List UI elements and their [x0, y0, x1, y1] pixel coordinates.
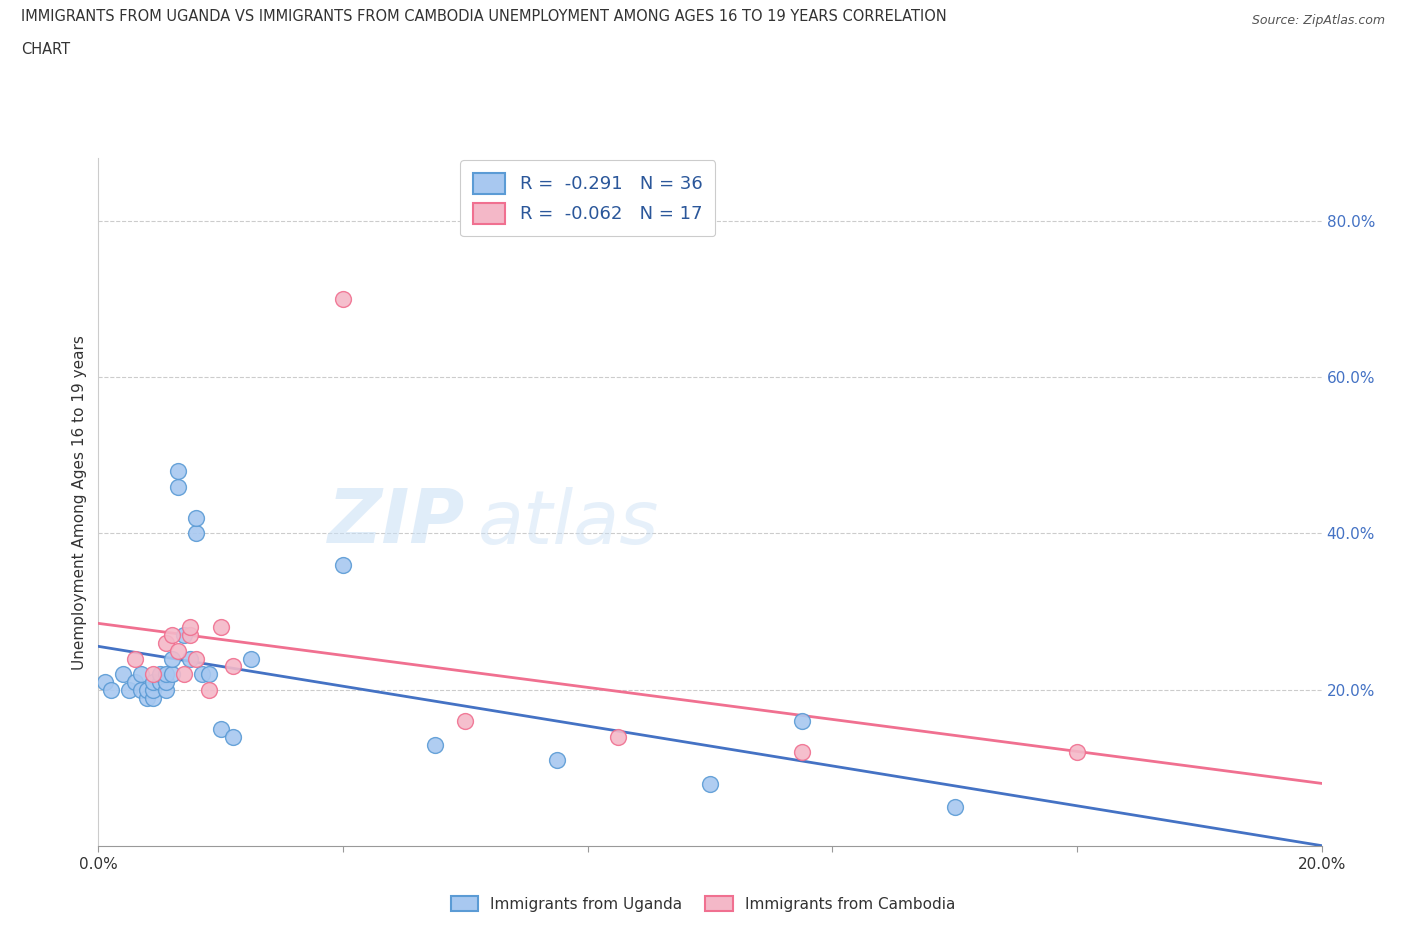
- Point: [124, 674, 146, 689]
- Point: [118, 683, 141, 698]
- Point: [173, 628, 195, 643]
- Point: [222, 659, 245, 674]
- Point: [167, 463, 190, 478]
- Point: [186, 526, 208, 541]
- Point: [186, 511, 208, 525]
- Point: [179, 651, 201, 666]
- Point: [332, 291, 354, 306]
- Text: CHART: CHART: [21, 42, 70, 57]
- Point: [790, 745, 813, 760]
- Point: [943, 800, 966, 815]
- Point: [167, 479, 190, 494]
- Legend: Immigrants from Uganda, Immigrants from Cambodia: Immigrants from Uganda, Immigrants from …: [444, 889, 962, 918]
- Point: [149, 667, 172, 682]
- Point: [186, 651, 208, 666]
- Point: [167, 644, 190, 658]
- Point: [546, 753, 568, 768]
- Point: [423, 737, 446, 752]
- Point: [124, 651, 146, 666]
- Point: [129, 683, 152, 698]
- Text: Source: ZipAtlas.com: Source: ZipAtlas.com: [1251, 14, 1385, 27]
- Point: [155, 683, 177, 698]
- Point: [136, 690, 159, 705]
- Point: [93, 674, 115, 689]
- Point: [191, 667, 214, 682]
- Point: [699, 777, 721, 791]
- Point: [197, 667, 219, 682]
- Point: [332, 557, 354, 572]
- Point: [100, 683, 122, 698]
- Point: [142, 683, 165, 698]
- Point: [179, 628, 201, 643]
- Point: [222, 729, 245, 744]
- Y-axis label: Unemployment Among Ages 16 to 19 years: Unemployment Among Ages 16 to 19 years: [72, 335, 87, 670]
- Point: [240, 651, 263, 666]
- Point: [155, 667, 177, 682]
- Point: [155, 674, 177, 689]
- Point: [155, 635, 177, 650]
- Point: [607, 729, 630, 744]
- Point: [142, 667, 165, 682]
- Point: [160, 651, 183, 666]
- Point: [173, 667, 195, 682]
- Legend: R =  -0.291   N = 36, R =  -0.062   N = 17: R = -0.291 N = 36, R = -0.062 N = 17: [460, 160, 716, 236]
- Point: [136, 683, 159, 698]
- Point: [160, 628, 183, 643]
- Point: [111, 667, 134, 682]
- Point: [454, 713, 477, 728]
- Point: [160, 667, 183, 682]
- Point: [197, 683, 219, 698]
- Point: [209, 722, 232, 737]
- Point: [209, 620, 232, 635]
- Point: [149, 674, 172, 689]
- Point: [1066, 745, 1088, 760]
- Point: [129, 667, 152, 682]
- Text: IMMIGRANTS FROM UGANDA VS IMMIGRANTS FROM CAMBODIA UNEMPLOYMENT AMONG AGES 16 TO: IMMIGRANTS FROM UGANDA VS IMMIGRANTS FRO…: [21, 9, 946, 24]
- Point: [142, 674, 165, 689]
- Point: [179, 620, 201, 635]
- Text: atlas: atlas: [478, 486, 659, 559]
- Point: [790, 713, 813, 728]
- Point: [142, 690, 165, 705]
- Text: ZIP: ZIP: [328, 486, 465, 559]
